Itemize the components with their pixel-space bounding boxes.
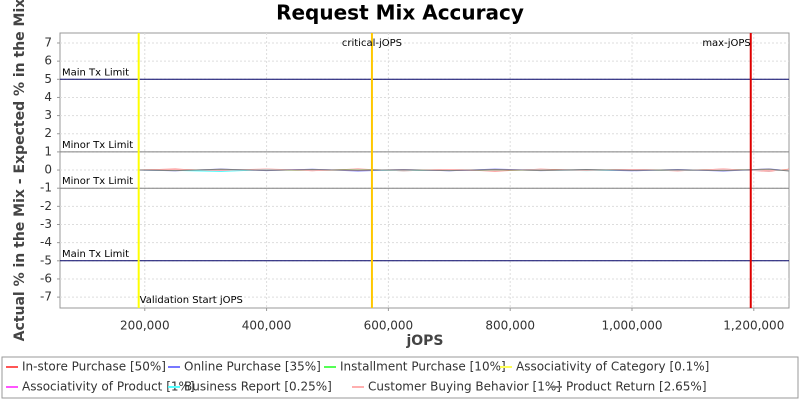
x-tick-label: 1,200,000 xyxy=(723,319,784,333)
legend-label: Online Purchase [35%] xyxy=(184,360,321,374)
y-tick-label: -5 xyxy=(40,253,52,267)
y-tick-label: 2 xyxy=(44,126,52,140)
x-tick-label: 600,000 xyxy=(364,319,414,333)
y-tick-label: 6 xyxy=(44,54,52,68)
marker-label: critical-jOPS xyxy=(342,38,402,49)
x-tick-label: 800,000 xyxy=(485,319,535,333)
plot-layer xyxy=(60,33,789,308)
legend-label: Associativity of Product [1%] xyxy=(22,380,195,394)
x-axis-label: jOPS xyxy=(405,333,443,349)
x-tick-label: 400,000 xyxy=(242,319,292,333)
y-tick-label: 7 xyxy=(44,35,52,49)
legend xyxy=(1,356,799,399)
y-tick-label: -7 xyxy=(40,290,52,304)
y-tick-label: 0 xyxy=(44,163,52,177)
y-tick-label: 1 xyxy=(44,144,52,158)
y-tick-label: 5 xyxy=(44,72,52,86)
x-tick-label: 200,000 xyxy=(120,319,170,333)
threshold-label: Minor Tx Limit xyxy=(62,176,133,187)
x-tick-label: 1,000,000 xyxy=(601,319,662,333)
y-tick-label: 4 xyxy=(44,90,52,104)
y-tick-label: 3 xyxy=(44,108,52,122)
legend-label: Installment Purchase [10%] xyxy=(340,360,506,374)
legend-label: Business Report [0.25%] xyxy=(184,380,332,394)
legend-label: Associativity of Category [0.1%] xyxy=(516,360,709,374)
y-axis-label: Actual % in the Mix - Expected % in the … xyxy=(12,0,28,341)
marker-label: max-jOPS xyxy=(702,38,750,49)
y-tick-label: -3 xyxy=(40,217,52,231)
threshold-label: Minor Tx Limit xyxy=(62,140,133,151)
threshold-label: Main Tx Limit xyxy=(62,67,129,78)
legend-label: Customer Buying Behavior [1%] xyxy=(368,380,561,394)
series-line xyxy=(138,168,789,172)
y-tick-label: -2 xyxy=(40,199,52,213)
threshold-label: Main Tx Limit xyxy=(62,249,129,260)
y-tick-label: -4 xyxy=(40,235,52,249)
legend-label: In-store Purchase [50%] xyxy=(22,360,166,374)
chart-title: Request Mix Accuracy xyxy=(276,1,524,25)
legend-label: Product Return [2.65%] xyxy=(566,380,707,394)
marker-label: Validation Start jOPS xyxy=(140,295,243,306)
y-tick-label: -1 xyxy=(40,181,52,195)
y-tick-label: -6 xyxy=(40,271,52,285)
